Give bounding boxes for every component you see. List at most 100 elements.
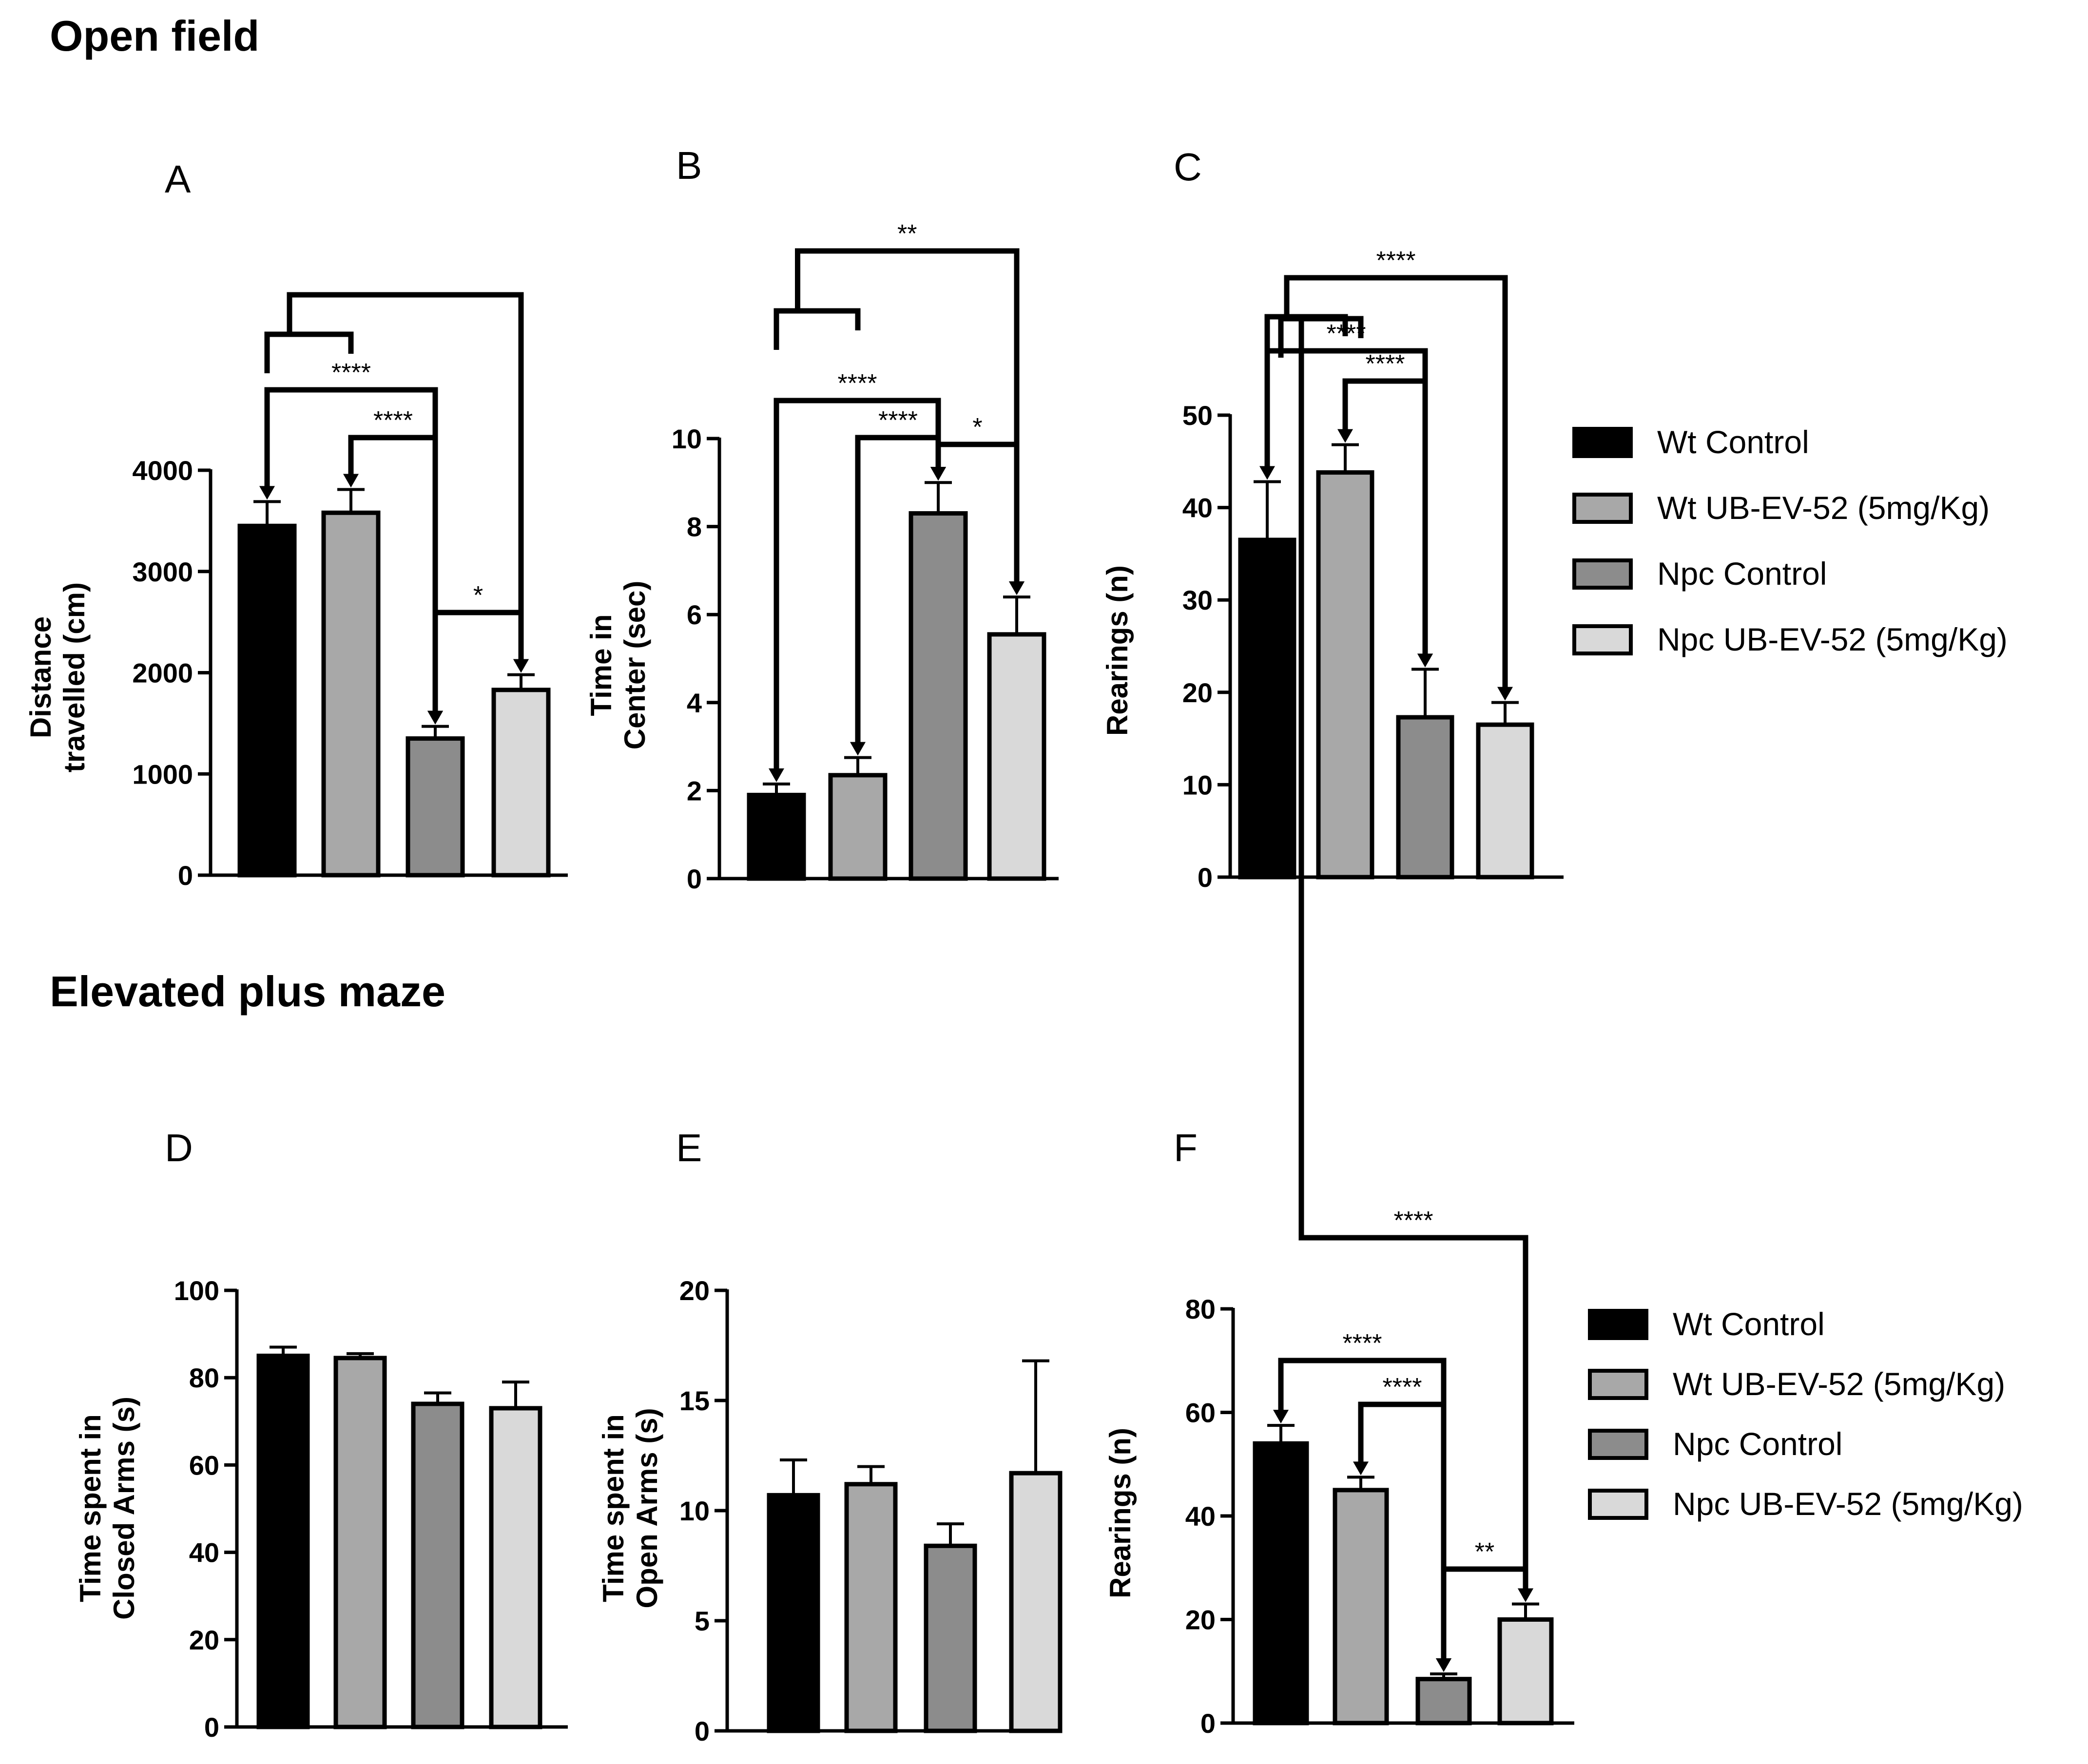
- bracket-arrow: [427, 710, 443, 725]
- bar-c-4: [1476, 722, 1534, 880]
- bar-c-3: [1396, 715, 1454, 880]
- significance-label: ****: [878, 406, 918, 435]
- bar-b-4: [987, 632, 1046, 881]
- y-axis-label: Time inCenter (sec): [585, 581, 651, 750]
- bar-e-1: [767, 1493, 820, 1733]
- significance-label: ****: [1394, 1207, 1433, 1235]
- legend-label: Npc Control: [1673, 1426, 1842, 1462]
- y-tick-label: 50: [1182, 400, 1213, 431]
- legend-swatch: [1588, 1369, 1648, 1400]
- legend-swatch: [1588, 1309, 1648, 1340]
- y-tick-label: 2000: [132, 658, 193, 689]
- y-tick-label: 10: [679, 1496, 710, 1526]
- bar-b-2: [828, 773, 888, 881]
- bracket-arrow: [259, 486, 275, 500]
- legend-label: Wt Control: [1673, 1306, 1825, 1342]
- y-tick-label: 4: [687, 688, 702, 718]
- legend-label: Npc UB-EV-52 (5mg/Kg): [1673, 1486, 2023, 1522]
- legend-swatch: [1572, 624, 1633, 655]
- significance-label: ****: [331, 359, 371, 387]
- legend-swatch: [1588, 1489, 1648, 1520]
- y-tick-label: 1000: [132, 759, 193, 789]
- bar-d-2: [333, 1356, 387, 1729]
- panel-label: A: [165, 157, 191, 201]
- y-tick-label: 10: [1182, 769, 1213, 800]
- panel-D: D 0 20 40 60 80 100 Time spent inClosed Arms (s…: [74, 1126, 568, 1743]
- bracket-arrow: [850, 742, 866, 756]
- bar-f-2: [1333, 1488, 1389, 1726]
- y-tick-label: 0: [1200, 1708, 1216, 1739]
- legend-label: Npc UB-EV-52 (5mg/Kg): [1657, 621, 2008, 657]
- significance-bracket: [1298, 319, 1528, 1593]
- y-tick-label: 40: [189, 1537, 219, 1568]
- legend-label: Npc Control: [1657, 556, 1827, 592]
- panel-label: F: [1174, 1126, 1198, 1170]
- bar-a-4: [491, 688, 551, 878]
- bracket-arrow: [1337, 429, 1353, 443]
- bar-f-1: [1253, 1441, 1309, 1726]
- y-tick-label: 10: [672, 423, 702, 454]
- bar-a-2: [321, 510, 381, 878]
- bracket-arrow: [1417, 653, 1433, 668]
- bar-c-2: [1316, 470, 1374, 880]
- y-axis-label: Distancetravelled (cm): [24, 582, 91, 772]
- bracket-arrow: [1273, 1410, 1289, 1424]
- bar-d-3: [411, 1401, 464, 1729]
- y-tick-label: 100: [174, 1275, 219, 1306]
- group-bracket: [773, 308, 861, 350]
- significance-label: *: [972, 413, 982, 441]
- significance-bracket: [287, 292, 524, 664]
- bracket-arrow: [930, 467, 946, 481]
- significance-label: **: [1475, 1538, 1494, 1566]
- legend-label: Wt UB-EV-52 (5mg/Kg): [1673, 1366, 2005, 1402]
- y-tick-label: 20: [1185, 1605, 1216, 1635]
- significance-label: ****: [1343, 1329, 1382, 1358]
- significance-bracket: [348, 435, 438, 716]
- bracket-arrow: [513, 659, 529, 673]
- panel-label: D: [165, 1126, 193, 1170]
- y-tick-label: 20: [679, 1275, 710, 1306]
- bar-f-3: [1415, 1677, 1472, 1726]
- bar-c-1: [1238, 537, 1296, 880]
- bracket-arrow: [1518, 1588, 1533, 1602]
- group-bracket: [264, 331, 354, 373]
- y-tick-label: 60: [189, 1450, 219, 1480]
- y-tick-label: 0: [695, 1716, 710, 1746]
- y-tick-label: 4000: [132, 455, 193, 486]
- bar-f-4: [1497, 1617, 1554, 1726]
- bracket-arrow: [1009, 581, 1025, 595]
- bracket-arrow: [769, 768, 784, 782]
- bar-e-2: [844, 1482, 898, 1733]
- significance-bracket: [1284, 275, 1508, 692]
- y-axis-label: Rearings (n): [1104, 1428, 1137, 1598]
- panel-E: E 0 5 10 15 20 Time spent inOpen Arms (s): [597, 1126, 1063, 1746]
- legend-1: Wt Control Wt UB-EV-52 (5mg/Kg) Npc Contro…: [1572, 424, 2008, 657]
- y-tick-label: 0: [1198, 862, 1213, 893]
- y-tick-label: 60: [1185, 1398, 1216, 1428]
- legend-swatch: [1572, 558, 1633, 590]
- y-tick-label: 80: [1185, 1294, 1216, 1324]
- y-axis-label: Time spent inOpen Arms (s): [597, 1408, 663, 1608]
- bracket-arrow: [1436, 1658, 1451, 1672]
- panel-label: E: [676, 1126, 702, 1170]
- legend-swatch: [1588, 1429, 1648, 1460]
- legend-2: Wt Control Wt UB-EV-52 (5mg/Kg) Npc Contro…: [1588, 1306, 2023, 1522]
- y-tick-label: 5: [695, 1606, 710, 1636]
- y-tick-label: 0: [687, 863, 702, 894]
- bar-d-1: [256, 1353, 310, 1729]
- bar-a-1: [237, 523, 297, 878]
- section-title-open-field: Open field: [50, 12, 259, 60]
- bracket-arrow: [1259, 466, 1275, 480]
- y-tick-label: 8: [687, 512, 702, 542]
- significance-bracket: [1342, 378, 1428, 659]
- bracket-arrow: [1353, 1461, 1369, 1476]
- bar-b-1: [747, 792, 806, 881]
- legends: Wt Control Wt UB-EV-52 (5mg/Kg) Npc Contro…: [1572, 424, 2023, 1522]
- y-tick-label: 40: [1182, 493, 1213, 523]
- panel-label: B: [676, 144, 702, 187]
- panel-A: A 0 1000 2000 3000 4000 Distancetravelled (cm)…: [24, 157, 568, 891]
